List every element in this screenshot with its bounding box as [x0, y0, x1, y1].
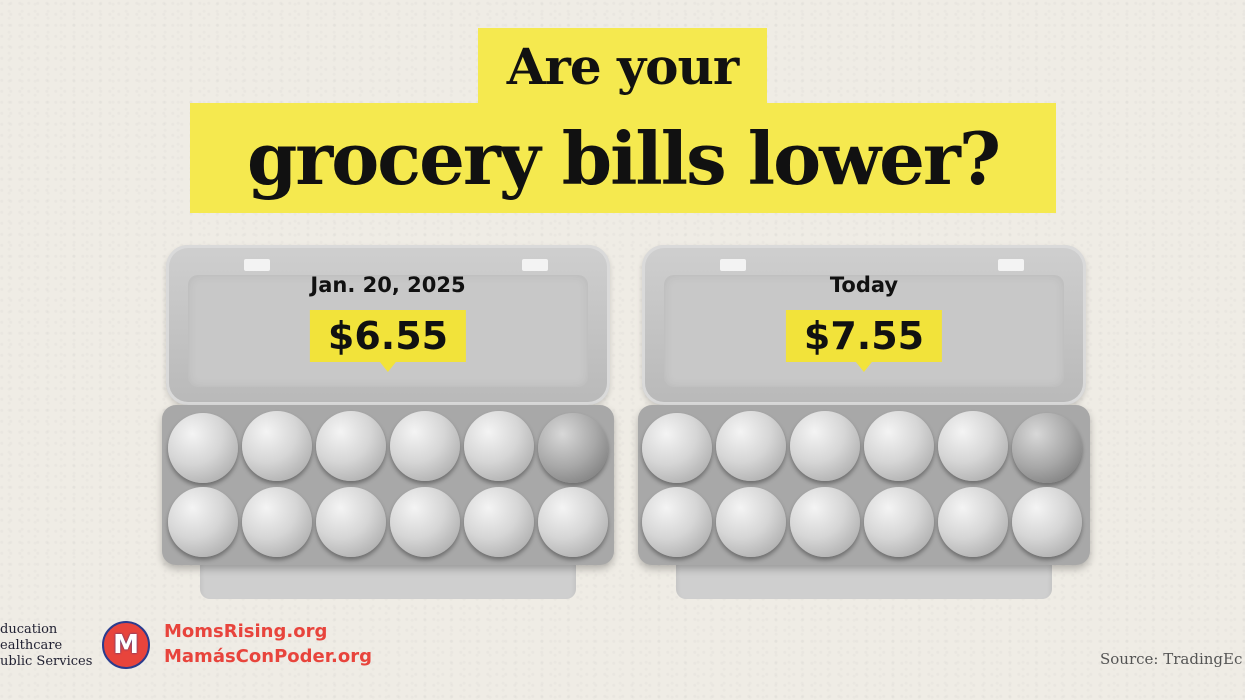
- egg-icon: [716, 487, 786, 557]
- headline-line-2: grocery bills lower?: [190, 103, 1056, 213]
- egg-icon: [642, 413, 712, 483]
- egg-icon: [864, 411, 934, 481]
- egg-icon: [642, 487, 712, 557]
- egg-icon: [464, 411, 534, 481]
- egg-icon: [538, 487, 608, 557]
- egg-carton-before: Jan. 20, 2025 $6.55: [160, 235, 616, 605]
- egg-icon: [1012, 413, 1082, 483]
- egg-tray: [162, 405, 614, 565]
- egg-icon: [790, 487, 860, 557]
- egg-icon: [390, 487, 460, 557]
- services-list: ducation ealthcare ublic Services: [0, 622, 93, 669]
- egg-icon: [168, 413, 238, 483]
- egg-icon: [938, 411, 1008, 481]
- mamasconpoder-link[interactable]: MamásConPoder.org: [164, 646, 372, 667]
- momsrising-link[interactable]: MomsRising.org: [164, 621, 328, 642]
- carton-lid: Today $7.55: [642, 245, 1086, 405]
- egg-icon: [716, 411, 786, 481]
- egg-icon: [316, 411, 386, 481]
- momsrising-logo: M: [102, 621, 150, 669]
- egg-icon: [464, 487, 534, 557]
- egg-icon: [390, 411, 460, 481]
- date-label: Jan. 20, 2025: [310, 273, 466, 297]
- egg-icon: [790, 411, 860, 481]
- headline-line-1: Are your: [478, 28, 767, 104]
- egg-icon: [938, 487, 1008, 557]
- egg-icon: [316, 487, 386, 557]
- egg-icon: [242, 487, 312, 557]
- date-label: Today: [829, 273, 899, 297]
- price-tag: $7.55: [785, 310, 943, 372]
- egg-icon: [864, 487, 934, 557]
- carton-lid: Jan. 20, 2025 $6.55: [166, 245, 610, 405]
- egg-icon: [1012, 487, 1082, 557]
- egg-icon: [538, 413, 608, 483]
- egg-icon: [168, 487, 238, 557]
- price-tag: $6.55: [309, 310, 467, 372]
- source-credit: Source: TradingEc: [1100, 650, 1243, 668]
- egg-icon: [242, 411, 312, 481]
- egg-carton-today: Today $7.55: [636, 235, 1092, 605]
